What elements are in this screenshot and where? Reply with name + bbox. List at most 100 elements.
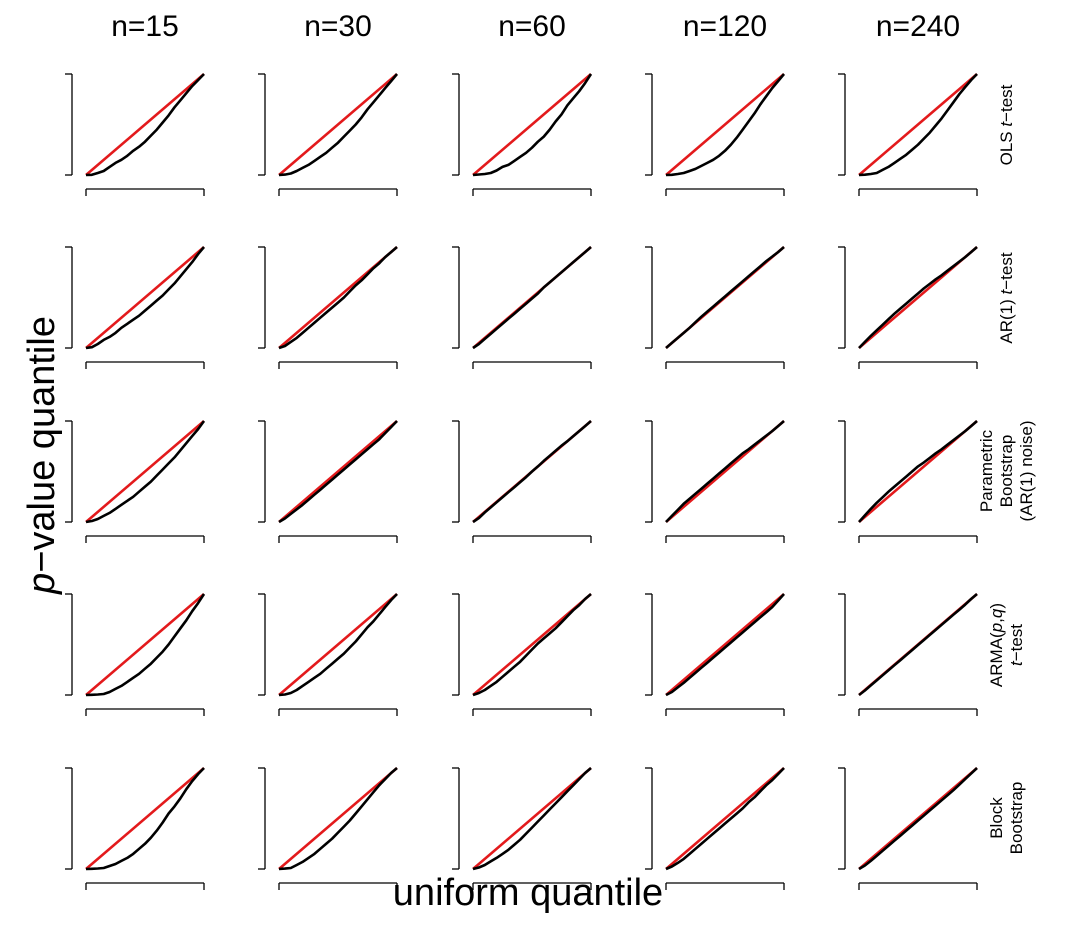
column-title: n=60 bbox=[498, 10, 566, 43]
reference-line bbox=[85, 420, 205, 523]
qq-curve bbox=[85, 767, 205, 871]
reference-line bbox=[85, 593, 205, 696]
panel bbox=[838, 420, 978, 543]
row-label-segment: Bootstrap bbox=[997, 435, 1016, 508]
qq-curve bbox=[278, 73, 398, 177]
row-label-line: Bootstrap bbox=[1007, 782, 1026, 855]
reference-line bbox=[278, 767, 398, 870]
row-label: ARMA(p,q)t−test bbox=[987, 603, 1026, 687]
reference-line bbox=[472, 767, 592, 870]
qq-curve bbox=[665, 420, 785, 523]
panel bbox=[645, 246, 785, 369]
column-title: n=30 bbox=[304, 10, 372, 43]
row-label-line: Parametric bbox=[977, 429, 996, 512]
qq-curve bbox=[472, 246, 592, 350]
row-label-line: OLS t−test bbox=[997, 84, 1016, 165]
qq-curve bbox=[665, 73, 785, 177]
panel bbox=[838, 767, 978, 890]
row-label-segment: Bootstrap bbox=[1007, 782, 1026, 855]
panel bbox=[838, 246, 978, 369]
panel bbox=[645, 73, 785, 196]
panel bbox=[838, 593, 978, 716]
reference-line bbox=[472, 73, 592, 176]
row-label-segment: ) bbox=[987, 603, 1006, 609]
row-label-segment: t bbox=[997, 121, 1016, 127]
qq-curve bbox=[858, 767, 978, 871]
qq-curve bbox=[472, 73, 593, 177]
row-label-line: Bootstrap bbox=[997, 435, 1016, 508]
reference-line bbox=[85, 767, 205, 870]
panel bbox=[258, 73, 398, 196]
reference-line bbox=[278, 593, 398, 696]
row-label: Block Bootstrap bbox=[987, 782, 1026, 855]
qq-curve bbox=[472, 420, 592, 524]
row-label: OLS t−test bbox=[997, 84, 1016, 165]
qq-curve bbox=[85, 73, 205, 177]
qq-curve bbox=[472, 593, 592, 697]
row-label-segment: OLS bbox=[997, 127, 1016, 166]
row-label-segment: t bbox=[997, 288, 1016, 294]
x-axis-title: uniform quantile bbox=[393, 872, 663, 914]
panel bbox=[65, 420, 206, 543]
row-label-line: (AR(1) noise) bbox=[1017, 420, 1036, 521]
qq-curve bbox=[278, 246, 398, 350]
row-label-segment: Parametric bbox=[977, 429, 996, 512]
panel bbox=[645, 593, 785, 716]
reference-line bbox=[665, 767, 785, 870]
qq-curve bbox=[858, 246, 978, 349]
reference-line bbox=[665, 73, 785, 176]
qq-curve bbox=[278, 767, 398, 871]
column-title: n=15 bbox=[111, 10, 179, 43]
row-label-segment: (AR(1) noise) bbox=[1017, 420, 1036, 521]
row-label-segment: ARMA( bbox=[987, 632, 1006, 687]
qq-curve bbox=[665, 767, 785, 871]
row-label: Parametric Bootstrap (AR(1) noise) bbox=[977, 420, 1036, 521]
row-label-segment: t bbox=[1007, 660, 1026, 666]
qq-curve bbox=[665, 246, 785, 349]
panel bbox=[452, 246, 592, 369]
qq-curve bbox=[472, 767, 592, 871]
row-label-line: Block bbox=[987, 797, 1006, 839]
reference-line bbox=[278, 420, 398, 523]
row-label-segment: −test bbox=[997, 252, 1016, 290]
panel bbox=[452, 73, 593, 196]
row-label-segment: −test bbox=[1007, 624, 1026, 662]
row-label-line: ARMA(p,q) bbox=[987, 603, 1006, 687]
qq-curve bbox=[278, 593, 398, 697]
column-title: n=240 bbox=[876, 10, 960, 43]
panel bbox=[65, 73, 205, 196]
row-label-segment: , bbox=[987, 618, 1006, 623]
panel bbox=[645, 420, 785, 543]
qq-curve bbox=[85, 593, 206, 697]
row-label: AR(1) t−test bbox=[997, 252, 1016, 343]
panels bbox=[65, 73, 978, 890]
panel bbox=[838, 73, 978, 196]
row-label-segment: q bbox=[987, 608, 1006, 618]
panel bbox=[258, 246, 398, 369]
panel bbox=[65, 593, 206, 716]
panel bbox=[452, 593, 592, 716]
reference-line bbox=[858, 73, 978, 176]
row-label-segment: p bbox=[987, 623, 1006, 633]
column-title: n=120 bbox=[683, 10, 767, 43]
qq-curve bbox=[85, 420, 206, 524]
y-axis-title-rest: −value quantile bbox=[21, 316, 63, 573]
qq-curve bbox=[85, 246, 205, 350]
row-label-segment: AR(1) bbox=[997, 294, 1016, 343]
panel bbox=[65, 246, 205, 369]
panel bbox=[645, 767, 785, 890]
qq-curve bbox=[858, 73, 978, 177]
panel bbox=[452, 767, 592, 890]
qq-curve bbox=[665, 593, 785, 697]
reference-line bbox=[85, 246, 205, 349]
column-titles: n=15 n=30 n=60 n=120 n=240 bbox=[111, 10, 960, 43]
qq-curve bbox=[278, 420, 398, 524]
panel bbox=[452, 420, 592, 543]
qq-curve bbox=[858, 420, 978, 523]
row-label-segment: −test bbox=[997, 84, 1016, 122]
reference-line bbox=[85, 73, 205, 176]
y-axis-title-italic: p bbox=[21, 573, 63, 595]
panel bbox=[258, 420, 398, 543]
